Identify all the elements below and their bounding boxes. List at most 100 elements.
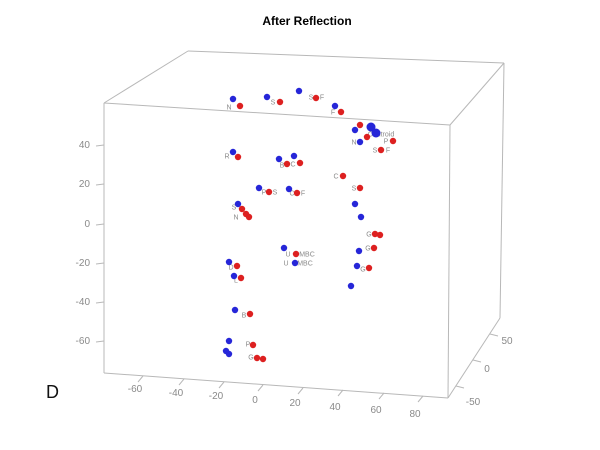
data-point-red xyxy=(312,94,320,102)
data-point-red xyxy=(296,159,304,167)
data-point-red xyxy=(233,262,241,270)
data-point-blue xyxy=(280,244,288,252)
z_axis-tick xyxy=(95,340,105,343)
depth_axis-tick-label: -50 xyxy=(466,397,481,408)
x_axis-tick xyxy=(257,384,264,392)
x_axis-tick-label: 80 xyxy=(409,409,421,420)
data-point-blue xyxy=(225,337,233,345)
x_axis-tick-label: -40 xyxy=(169,388,184,399)
point-label: N xyxy=(226,105,231,112)
point-label: P xyxy=(384,139,389,146)
x_axis-tick-label: 20 xyxy=(289,398,301,409)
depth_axis-tick xyxy=(489,333,499,337)
data-point-blue xyxy=(290,152,298,160)
point-label: Centroid xyxy=(368,132,395,139)
centroid-point xyxy=(366,122,376,132)
data-point-blue xyxy=(351,126,359,134)
point-label: C xyxy=(290,162,295,169)
data-point-red xyxy=(283,160,291,168)
x_axis-tick-label: -60 xyxy=(128,384,143,395)
point-label: F xyxy=(301,191,305,198)
point-label: MBC xyxy=(297,261,313,268)
z_axis-tick xyxy=(95,223,105,226)
data-point-red xyxy=(249,341,257,349)
x_axis-tick-label: 40 xyxy=(329,402,341,413)
data-point-blue xyxy=(231,306,239,314)
point-label: F xyxy=(386,148,390,155)
point-label: G xyxy=(365,246,370,253)
data-point-red xyxy=(265,188,273,196)
point-label: U xyxy=(285,252,290,259)
data-point-blue xyxy=(229,148,237,156)
data-point-blue xyxy=(230,272,238,280)
depth_axis-tick xyxy=(455,385,465,389)
point-label: F xyxy=(320,95,324,102)
point-label: F xyxy=(331,110,335,117)
axes-box-edge xyxy=(449,62,505,126)
data-point-blue xyxy=(225,258,233,266)
panel-letter-label: D xyxy=(46,382,59,402)
data-point-blue xyxy=(225,350,233,358)
point-label: B xyxy=(242,313,247,320)
x_axis-tick-label: -20 xyxy=(209,391,224,402)
point-label: N xyxy=(233,215,238,222)
point-label: B xyxy=(280,163,285,170)
x_axis-tick xyxy=(417,395,424,403)
z_axis-tick xyxy=(95,183,105,186)
data-point-blue xyxy=(234,200,242,208)
x_axis-tick-label: 60 xyxy=(370,405,382,416)
point-label: S xyxy=(373,148,378,155)
axes-box-edge xyxy=(447,124,451,399)
point-label: S xyxy=(352,186,357,193)
depth_axis-tick-label: 50 xyxy=(501,336,513,347)
x_axis-tick xyxy=(337,389,344,397)
data-point-blue xyxy=(229,95,237,103)
centroid-point xyxy=(371,128,381,138)
data-point-red xyxy=(234,153,242,161)
axes-box-edge xyxy=(499,62,505,319)
data-point-red xyxy=(292,250,300,258)
point-label: L xyxy=(234,278,238,285)
point-label: MBC xyxy=(299,252,315,259)
z_axis-tick xyxy=(95,262,105,265)
data-point-blue xyxy=(355,247,363,255)
data-point-blue xyxy=(263,93,271,101)
data-point-red xyxy=(236,102,244,110)
data-point-red xyxy=(365,264,373,272)
x_axis-tick xyxy=(218,381,225,389)
axes-box-edge xyxy=(103,372,449,399)
point-label: G xyxy=(360,267,365,274)
point-label: S xyxy=(271,100,276,107)
data-point-red xyxy=(363,133,371,141)
data-point-red xyxy=(337,108,345,116)
data-point-red xyxy=(377,146,385,154)
data-point-blue xyxy=(291,259,299,267)
data-point-blue xyxy=(353,262,361,270)
data-point-blue xyxy=(275,155,283,163)
axes-box-edge xyxy=(187,50,505,64)
point-label: C xyxy=(289,191,294,198)
x_axis-tick xyxy=(297,387,304,395)
point-label: U xyxy=(283,261,288,268)
x_axis-tick-label: 0 xyxy=(252,395,258,406)
z_axis-tick-label: -60 xyxy=(76,336,91,347)
point-label: G xyxy=(248,355,253,362)
point-label: S xyxy=(232,205,237,212)
data-point-blue xyxy=(255,184,263,192)
data-point-red xyxy=(253,354,261,362)
point-label: P xyxy=(246,342,251,349)
data-point-blue xyxy=(347,282,355,290)
data-point-red xyxy=(339,172,347,180)
point-label: S xyxy=(273,190,278,197)
data-point-red xyxy=(370,244,378,252)
data-point-red xyxy=(246,310,254,318)
z_axis-tick xyxy=(95,144,105,147)
point-label: G xyxy=(366,232,371,239)
point-label: P xyxy=(262,190,267,197)
z_axis-tick xyxy=(95,301,105,304)
data-point-red xyxy=(238,205,246,213)
depth_axis-tick xyxy=(472,359,482,363)
axes-box-edge xyxy=(103,102,451,126)
data-point-red xyxy=(376,231,384,239)
